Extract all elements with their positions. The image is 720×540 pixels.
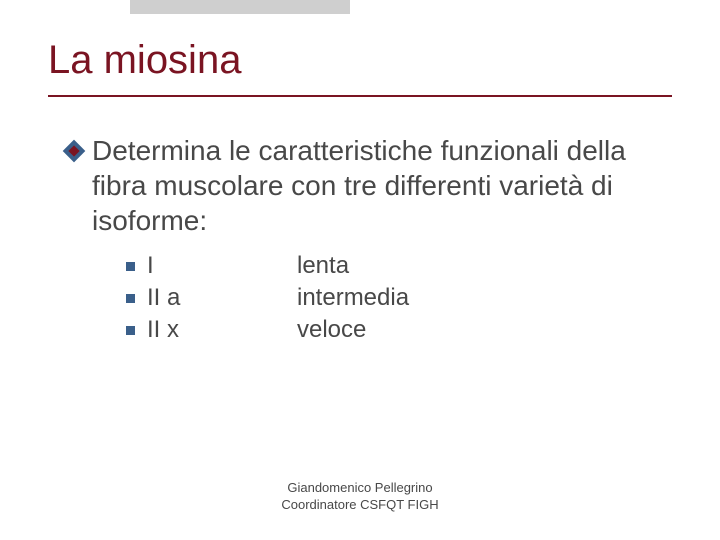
slide-title: La miosina [48, 38, 672, 83]
sub-list: I lenta II a intermedia II x veloce [126, 252, 672, 344]
sub-item-label: I [147, 252, 297, 280]
footer-role: Coordinatore CSFQT FIGH [0, 497, 720, 514]
sub-item-desc: veloce [297, 316, 366, 344]
list-item: II a intermedia [126, 284, 672, 312]
sub-item-label: II a [147, 284, 297, 312]
main-bullet: Determina le caratteristiche funzionali … [66, 133, 672, 238]
sub-item-label: II x [147, 316, 297, 344]
square-icon [126, 262, 135, 271]
square-icon [126, 326, 135, 335]
sub-item-desc: intermedia [297, 284, 409, 312]
main-bullet-text: Determina le caratteristiche funzionali … [92, 133, 672, 238]
slide-content: La miosina Determina le caratteristiche … [0, 0, 720, 344]
diamond-icon [66, 143, 82, 159]
sub-item-desc: lenta [297, 252, 349, 280]
top-shadow-bar [130, 0, 350, 14]
list-item: I lenta [126, 252, 672, 280]
footer: Giandomenico Pellegrino Coordinatore CSF… [0, 480, 720, 514]
square-icon [126, 294, 135, 303]
footer-author: Giandomenico Pellegrino [0, 480, 720, 497]
title-underline [48, 95, 672, 97]
list-item: II x veloce [126, 316, 672, 344]
